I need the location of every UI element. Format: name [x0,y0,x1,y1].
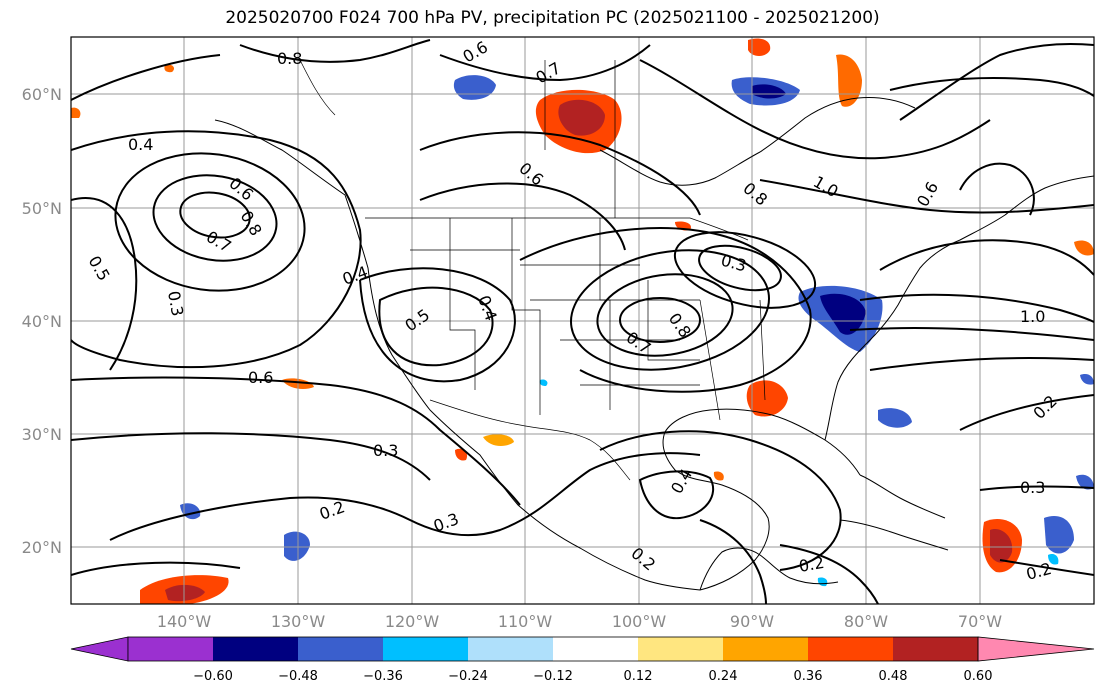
colorbar-extend-high [977,636,1095,662]
colorbar-tick: 0.60 [964,669,993,684]
colorbar-segment [553,637,638,661]
political-borders [299,59,766,481]
colorbar-tick: 0.36 [794,669,823,684]
lon-label: 80°W [844,612,888,631]
contour-label: 0.2 [797,553,825,576]
colorbar-segment [468,637,553,661]
colorbar-segment [638,637,723,661]
lat-label: 20°N [22,538,62,557]
graticule [71,37,1094,604]
lat-label: 30°N [22,425,62,444]
longitude-labels: 140°W 130°W 120°W 110°W 100°W 90°W 80°W … [157,612,1002,631]
lon-label: 100°W [612,612,667,631]
colorbar-tick: −0.12 [533,669,573,684]
colorbar: −0.60 −0.48 −0.36 −0.24 −0.12 0.12 0.24 … [70,636,1095,684]
colorbar-tick: 0.24 [709,669,738,684]
colorbar-segment [808,637,893,661]
contour-label: 0.3 [373,441,398,460]
colorbar-tick: 0.48 [879,669,908,684]
lat-label: 40°N [22,312,62,331]
contour-label: 0.4 [128,135,153,154]
colorbar-tick: 0.12 [624,669,653,684]
lon-label: 70°W [958,612,1002,631]
lat-label: 50°N [22,199,62,218]
colorbar-segment [298,637,383,661]
latitude-labels: 60°N 50°N 40°N 30°N 20°N [22,85,62,557]
colorbar-segment [723,637,808,661]
lon-label: 90°W [730,612,774,631]
map-frame [70,36,1095,605]
map-title: 2025020700 F024 700 hPa PV, precipitatio… [225,8,880,28]
lon-label: 140°W [157,612,212,631]
precip-negative-shading [180,75,1094,587]
colorbar-segment [213,637,298,661]
lon-label: 130°W [271,612,326,631]
colorbar-segment [383,637,468,661]
colorbar-tick: −0.48 [278,669,318,684]
colorbar-tick: −0.36 [363,669,403,684]
colorbar-segment [128,637,213,661]
colorbar-tick: −0.60 [193,669,233,684]
colorbar-extend-low [70,636,129,662]
pv-contours [71,39,1094,604]
contour-label: 0.3 [1020,478,1045,497]
lon-label: 120°W [385,612,440,631]
colorbar-segment [893,637,978,661]
contour-label: 0.8 [277,49,302,68]
contour-label: 1.0 [1020,307,1045,326]
lon-label: 110°W [498,612,553,631]
contour-label: 0.6 [248,368,273,387]
colorbar-tick: −0.24 [448,669,488,684]
contour-label: 0.3 [164,289,187,317]
lat-label: 60°N [22,85,62,104]
